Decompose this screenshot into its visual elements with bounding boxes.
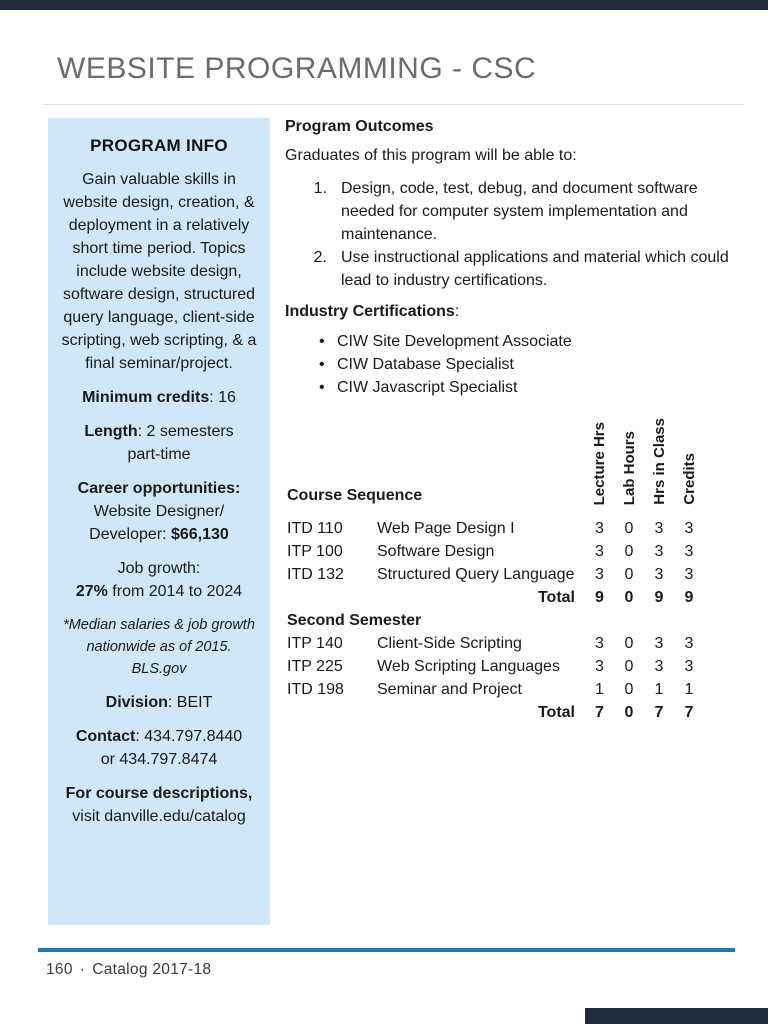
course-title: Web Page Design I: [377, 520, 515, 537]
course-descriptions-note: For course descriptions, visit danville.e…: [65, 785, 253, 825]
course-code: ITP 100: [287, 543, 343, 560]
second-semester-total-row: Total 7 0 7 7: [287, 701, 747, 724]
job-growth: Job growth: 27% from 2014 to 2024: [75, 560, 243, 600]
course-title: Seminar and Project: [377, 681, 522, 698]
table-header-row: Course Sequence Lecture Hrs Lab Hours Hr…: [287, 405, 747, 505]
title-divider: [44, 104, 744, 105]
industry-certifications-heading: Industry Certifications:: [285, 303, 460, 320]
course-code: ITD 132: [287, 566, 344, 583]
certification-item: • CIW Site Development Associate: [285, 330, 747, 353]
course-sequence-heading: Course Sequence: [287, 487, 423, 504]
footer-page-number: 160: [46, 961, 73, 978]
course-row: ITP 100 Software Design 3 0 3 3: [287, 540, 747, 563]
outcomes-intro: Graduates of this program will be able t…: [285, 147, 577, 164]
outcome-item: 2. Use instructional applications and ma…: [285, 246, 747, 292]
outcome-number: 2.: [313, 249, 327, 266]
viewer-scroll-indicator: [585, 1008, 768, 1024]
col-header-lecture-hrs: Lecture Hrs: [591, 421, 608, 505]
outcomes-list: 1. Design, code, test, debug, and docume…: [285, 177, 747, 292]
outcome-number: 1.: [313, 180, 327, 197]
first-semester-total-row: Total 9 0 9 9: [287, 586, 747, 609]
course-title: Web Scripting Languages: [377, 658, 560, 675]
course-title: Structured Query Language: [377, 566, 575, 583]
col-header-lab-hours: Lab Hours: [620, 430, 638, 505]
bullet-icon: •: [319, 379, 325, 396]
footer-separator: ·: [79, 961, 86, 978]
course-code: ITP 225: [287, 658, 343, 675]
certification-item: • CIW Javascript Specialist: [285, 376, 747, 399]
program-info-panel: PROGRAM INFO Gain valuable skills in web…: [48, 118, 270, 925]
course-code: ITD 110: [287, 520, 343, 537]
course-title: Client-Side Scripting: [377, 635, 522, 652]
program-length: Length: 2 semesters part-time: [84, 423, 234, 463]
industry-certifications-section: Industry Certifications: • CIW Site Deve…: [285, 303, 747, 399]
program-outcomes-heading: Program Outcomes: [285, 118, 434, 135]
bullet-icon: •: [319, 333, 325, 350]
footer-rule: [38, 948, 735, 952]
program-info-description: Gain valuable skills in website design, …: [61, 171, 257, 372]
course-code: ITP 140: [287, 635, 343, 652]
course-row: ITD 198 Seminar and Project 1 0 1 1: [287, 678, 747, 701]
course-row: ITP 140 Client-Side Scripting 3 0 3 3: [287, 632, 747, 655]
career-opportunities: Career opportunities: Website Designer/De…: [77, 480, 241, 543]
course-row: ITD 110 Web Page Design I 3 0 3 3: [287, 517, 747, 540]
course-title: Software Design: [377, 543, 495, 560]
col-header-credits: Credits: [680, 453, 698, 505]
footer-catalog-label: Catalog 2017-18: [92, 961, 212, 978]
viewer-top-bar: [0, 0, 768, 10]
table-body: ITD 110 Web Page Design I 3 0 3 3 ITP 10…: [287, 505, 747, 724]
salary-footnote: *Median salaries & job growth nationwide …: [63, 617, 255, 677]
certifications-list: • CIW Site Development Associate • CIW D…: [285, 330, 747, 399]
total-label: Total: [537, 704, 575, 721]
course-row: ITD 132 Structured Query Language 3 0 3 …: [287, 563, 747, 586]
outcome-text: Design, code, test, debug, and document …: [341, 180, 698, 243]
second-semester-heading: Second Semester: [287, 612, 422, 629]
total-label: Total: [537, 589, 575, 606]
footer: 160 · Catalog 2017-18: [46, 961, 211, 979]
bullet-icon: •: [319, 356, 325, 373]
course-code: ITD 198: [287, 681, 344, 698]
col-header-hrs-in-class: Hrs in Class: [650, 418, 668, 505]
outcome-item: 1. Design, code, test, debug, and docume…: [285, 177, 747, 246]
minimum-credits: Minimum credits: 16: [82, 389, 236, 406]
program-outcomes-section: Program Outcomes Graduates of this progr…: [285, 118, 747, 292]
outcome-text: Use instructional applications and mater…: [341, 249, 729, 289]
page-title: WEBSITE PROGRAMMING - CSC: [57, 52, 537, 85]
certification-item: • CIW Database Specialist: [285, 353, 747, 376]
contact: Contact: 434.797.8440 or 434.797.8474: [75, 728, 243, 768]
division: Division: BEIT: [105, 694, 213, 711]
course-row: ITP 225 Web Scripting Languages 3 0 3 3: [287, 655, 747, 678]
course-sequence-table: Course Sequence Lecture Hrs Lab Hours Hr…: [287, 405, 747, 724]
program-info-heading: PROGRAM INFO: [90, 136, 228, 155]
